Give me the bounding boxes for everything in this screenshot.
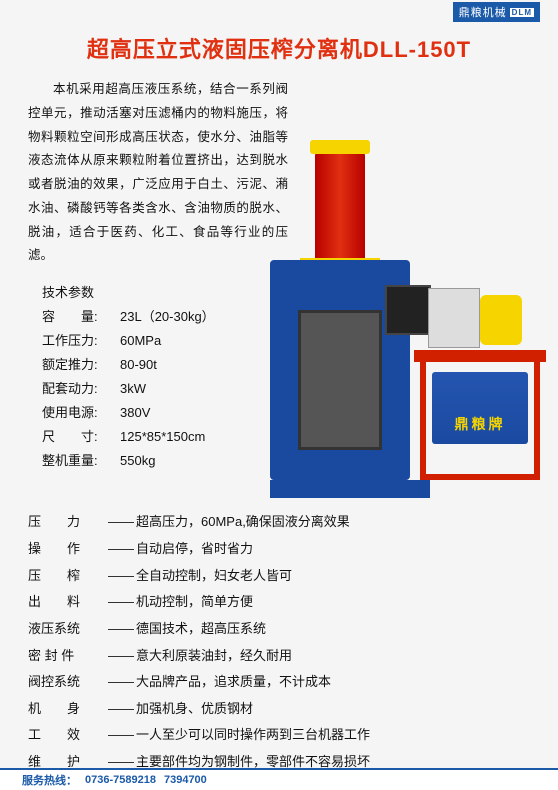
hydraulic-cylinder-icon [315,150,365,270]
feature-separator: —— [108,589,134,616]
spec-value: 125*85*150cm [120,425,205,449]
description-text: 本机采用超高压液压系统，结合一系列阀控单元，推动活塞对压滤桶内的物料施压，将物料… [28,78,288,268]
feature-value: 德国技术，超高压系统 [136,616,266,643]
feature-label: 工 效 [28,722,106,749]
pump-unit-icon: 鼎粮牌 [432,372,528,444]
hotline-phone-1: 0736-7589218 [85,774,156,786]
control-panel-icon [385,285,431,335]
spec-label: 整机重量: [42,449,120,473]
feature-separator: —— [108,696,134,723]
feature-label: 压 榨 [28,563,106,590]
spec-label: 配套动力: [42,377,120,401]
feature-value: 自动启停，省时省力 [136,536,253,563]
feature-row: 出 料——机动控制，简单方便 [28,589,530,616]
feature-list: 压 力——超高压力，60MPa,确保固液分离效果操 作——自动启停，省时省力压 … [28,509,530,775]
feature-separator: —— [108,616,134,643]
feature-separator: —— [108,509,134,536]
page-title: 超高压立式液固压榨分离机DLL-150T [0,32,558,64]
press-chamber-icon [298,310,382,450]
feature-row: 工 效——一人至少可以同时操作两到三台机器工作 [28,722,530,749]
spec-value: 60MPa [120,329,161,353]
feature-row: 阀控系统——大品牌产品，追求质量，不计成本 [28,669,530,696]
feature-label: 密 封 件 [28,643,106,670]
feature-value: 大品牌产品，追求质量，不计成本 [136,669,331,696]
feature-separator: —— [108,643,134,670]
feature-value: 一人至少可以同时操作两到三台机器工作 [136,722,370,749]
spec-label: 尺 寸: [42,425,120,449]
spec-value: 23L（20-30kg） [120,305,215,329]
feature-value: 加强机身、优质钢材 [136,696,253,723]
feature-label: 液压系统 [28,616,106,643]
motor-icon [480,295,522,345]
feature-separator: —— [108,722,134,749]
feature-label: 机 身 [28,696,106,723]
feature-label: 压 力 [28,509,106,536]
spec-value: 80-90t [120,353,157,377]
feature-row: 密 封 件——意大利原装油封，经久耐用 [28,643,530,670]
spec-value: 3kW [120,377,146,401]
spec-label: 使用电源: [42,401,120,425]
brand-tag: 鼎粮机械 DLM [453,2,540,22]
spec-label: 工作压力: [42,329,120,353]
press-base-icon [270,480,430,498]
spec-value: 550kg [120,449,155,473]
feature-label: 出 料 [28,589,106,616]
electrical-box-icon [428,288,480,348]
feature-value: 机动控制，简单方便 [136,589,253,616]
brand-logo: DLM [510,8,534,17]
spec-label: 容 量: [42,305,120,329]
feature-value: 全自动控制，妇女老人皆可 [136,563,292,590]
cylinder-cap-icon [310,140,370,154]
pump-brand-label: 鼎粮牌 [455,414,506,434]
feature-separator: —— [108,563,134,590]
spec-label: 额定推力: [42,353,120,377]
hotline-phone-2: 7394700 [164,774,207,786]
feature-value: 超高压力，60MPa,确保固液分离效果 [136,509,350,536]
feature-separator: —— [108,536,134,563]
feature-row: 压 榨——全自动控制，妇女老人皆可 [28,563,530,590]
feature-value: 意大利原装油封，经久耐用 [136,643,292,670]
feature-row: 液压系统——德国技术，超高压系统 [28,616,530,643]
feature-row: 操 作——自动启停，省时省力 [28,536,530,563]
feature-separator: —— [108,669,134,696]
footer-bar: 服务热线： 0736-7589218 7394700 [0,768,558,790]
feature-row: 压 力——超高压力，60MPa,确保固液分离效果 [28,509,530,536]
hotline-label: 服务热线： [22,772,77,788]
header-bar: 鼎粮机械 DLM [0,0,558,24]
feature-label: 阀控系统 [28,669,106,696]
product-illustration: 鼎粮牌 [260,140,540,500]
brand-name: 鼎粮机械 [459,4,507,20]
feature-row: 机 身——加强机身、优质钢材 [28,696,530,723]
spec-value: 380V [120,401,150,425]
feature-label: 操 作 [28,536,106,563]
